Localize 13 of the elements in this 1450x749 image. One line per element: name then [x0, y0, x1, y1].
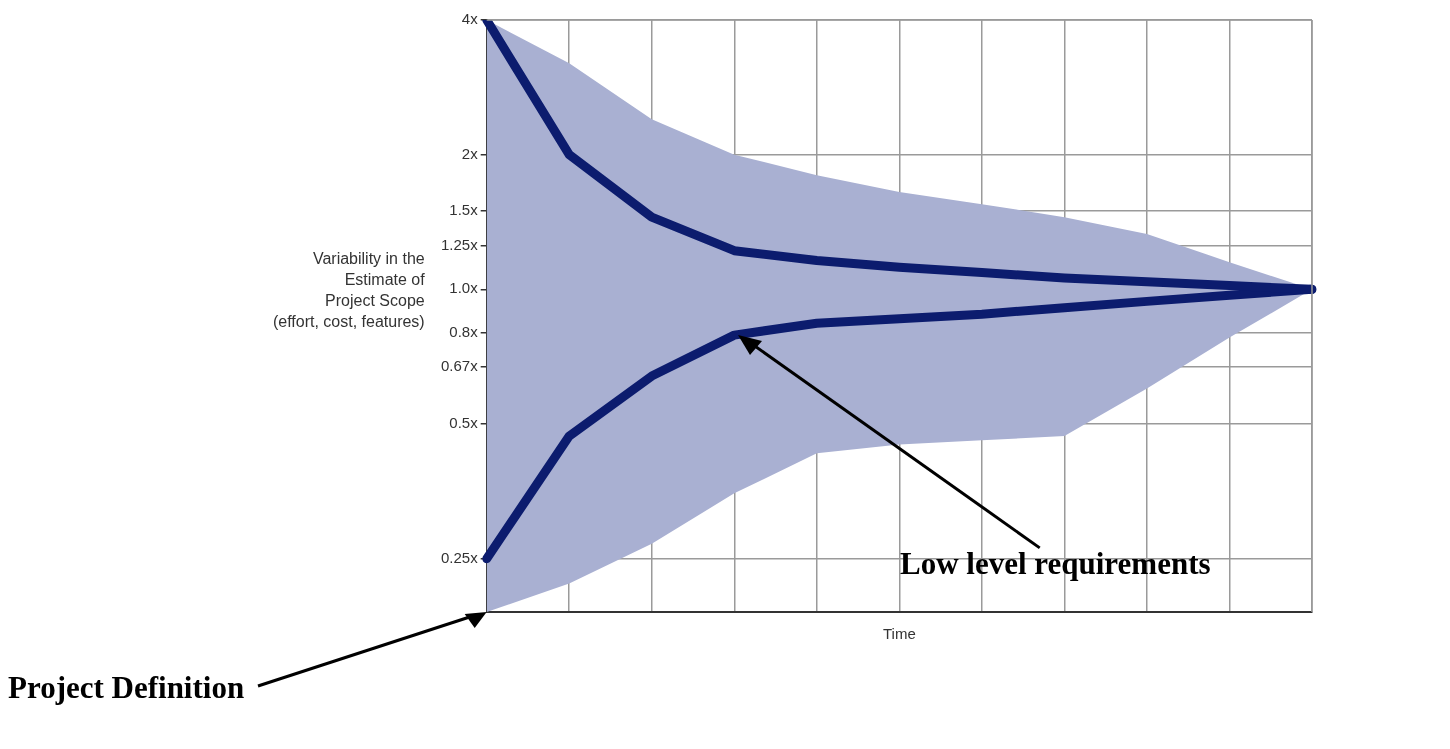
- y-tick-label: 0.67x: [440, 357, 479, 375]
- y-tick-label: 1.5x: [449, 200, 479, 218]
- y-tick-label: 0.8x: [449, 322, 479, 340]
- text: Project Definition: [8, 670, 245, 706]
- y-tick-label: 0.25x: [440, 548, 479, 566]
- y-tick-label: 1.25x: [440, 236, 479, 254]
- y-axis-title: Variability in the Estimate of Project Scope (effort, cost, features): [271, 249, 425, 332]
- y-tick-label: 4x: [461, 10, 479, 28]
- y-tick-label: 0.5x: [449, 414, 479, 432]
- x-axis-title: Time: [882, 625, 916, 643]
- annotation: Low level requirements: [900, 546, 1211, 582]
- y-tick-label: 1.0x: [449, 279, 479, 297]
- y-tick-label: 2x: [461, 144, 479, 162]
